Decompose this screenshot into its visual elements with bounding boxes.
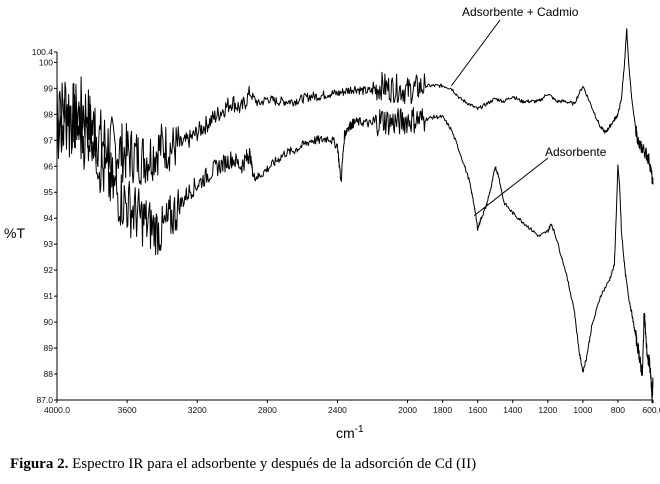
x-tick-label: 3600 xyxy=(118,405,137,415)
x-tick-label: 2000 xyxy=(398,405,417,415)
figure-caption: Figura 2. Espectro IR para el adsorbente… xyxy=(10,456,650,473)
caption-label: Figura 2. xyxy=(10,456,69,472)
x-axis-label: cm-1 xyxy=(336,424,364,441)
x-tick-label: 1600 xyxy=(468,405,487,415)
y-axis-label: %T xyxy=(4,225,25,241)
x-tick-label: 4000.0 xyxy=(44,405,70,415)
annotation-layer: Adsorbente + Cadmio Adsorbente xyxy=(451,5,607,217)
y-tick-label: 98 xyxy=(44,109,54,119)
ir-spectrum-chart: 4000.0 3600 3200 2800 2400 2000 1800 1600 1400 12… xyxy=(4,5,660,441)
x-tick-label: 2400 xyxy=(328,405,347,415)
y-tick-label: 100 xyxy=(39,57,53,67)
x-axis-ticks: 4000.0 3600 3200 2800 2400 2000 1800 1600 1400 12… xyxy=(44,400,660,415)
y-tick-label: 93 xyxy=(44,239,54,249)
y-tick-label: 91 xyxy=(44,291,54,301)
y-tick-label: 87.0 xyxy=(36,395,53,405)
y-tick-label: 89 xyxy=(44,343,54,353)
y-tick-label: 88 xyxy=(44,369,54,379)
y-tick-label: 96 xyxy=(44,161,54,171)
caption-text: Espectro IR para el adsorbente y después… xyxy=(68,456,477,472)
y-tick-label: 99 xyxy=(44,83,54,93)
y-tick-label: 100.4 xyxy=(32,47,54,57)
y-tick-label: 92 xyxy=(44,265,54,275)
y-tick-label: 94 xyxy=(44,213,54,223)
annotation-leader-line-0 xyxy=(451,19,501,87)
x-axis-label-unit: cm xyxy=(336,425,355,441)
y-tick-label: 95 xyxy=(44,187,54,197)
annotation-label-1: Adsorbente xyxy=(545,145,607,159)
x-tick-label: 600.0 xyxy=(642,405,660,415)
y-tick-label: 97 xyxy=(44,135,54,145)
series-layer xyxy=(56,28,654,404)
y-tick-label: 90 xyxy=(44,317,54,327)
x-tick-label: 1200 xyxy=(538,405,557,415)
annotation-label-0: Adsorbente + Cadmio xyxy=(462,5,579,19)
x-axis-label-exponent: -1 xyxy=(355,424,364,435)
x-tick-label: 3200 xyxy=(188,405,207,415)
x-tick-label: 800 xyxy=(611,405,625,415)
annotation-leader-line-1 xyxy=(473,157,549,217)
x-tick-label: 1400 xyxy=(503,405,522,415)
x-tick-label: 1800 xyxy=(433,405,452,415)
series-line-1 xyxy=(56,81,654,404)
x-tick-label: 1000 xyxy=(573,405,592,415)
x-tick-label: 2800 xyxy=(258,405,277,415)
series-line-0 xyxy=(56,28,654,185)
